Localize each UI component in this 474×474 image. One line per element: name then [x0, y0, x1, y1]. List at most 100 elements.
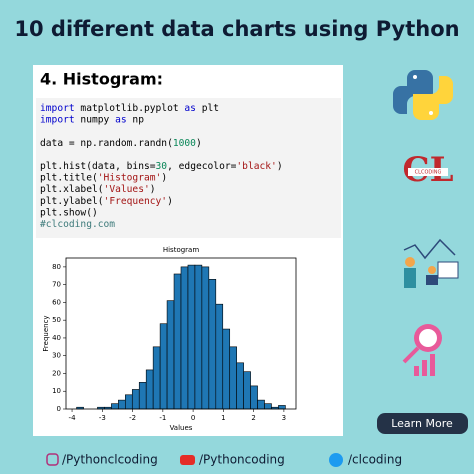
bar [264, 403, 272, 410]
y-axis-label: Frequency [42, 315, 50, 351]
bar [118, 399, 126, 410]
code-line: import matplotlib.pyplot as plt [40, 103, 219, 114]
bar [222, 328, 231, 410]
y-tick-label: 80 [52, 263, 61, 271]
code-token: plt.title( [40, 173, 98, 184]
code-token: 'black' [236, 161, 276, 172]
twitter-icon [329, 453, 343, 467]
code-token: plt.xlabel( [40, 184, 104, 195]
code-token: data = np.random.randn( [40, 138, 173, 149]
y-tick-label: 30 [52, 352, 61, 360]
instagram-icon [46, 453, 59, 466]
code-line: plt.show() [40, 207, 98, 218]
learn-more-button[interactable] [377, 413, 468, 434]
code-line: plt.ylabel('Frequency') [40, 196, 173, 207]
python-logo [393, 70, 453, 120]
bar [236, 362, 244, 410]
x-axis-label: Values [170, 424, 193, 432]
people-illustration [403, 238, 459, 288]
code-token: as [115, 115, 127, 126]
code-token: ) [277, 161, 283, 172]
x-tick-label: -3 [99, 414, 106, 422]
bar [250, 385, 258, 410]
twitter-handle: /clcoding [348, 453, 402, 467]
code-token: 'Histogram' [98, 173, 162, 184]
logo-band [408, 168, 448, 176]
cl-logo: CL CLCODING [403, 150, 454, 190]
code-token: plt.ylabel( [40, 196, 104, 207]
bar [215, 303, 224, 410]
plot-frame [65, 257, 297, 410]
y-tick-label: 0 [57, 405, 61, 413]
youtube-handle: /Pythoncoding [199, 453, 285, 467]
y-tick-label: 70 [52, 281, 61, 289]
bar [145, 369, 154, 410]
x-tick-label: 2 [251, 414, 255, 422]
code-token: 1000 [173, 138, 196, 149]
code-token: , edgecolor= [167, 161, 237, 172]
panel-title: 4. Histogram: [40, 70, 163, 89]
bar [201, 266, 210, 410]
code-line: data = np.random.randn(1000) [40, 138, 202, 149]
code-token: plt [196, 103, 219, 114]
code-token: np [127, 115, 145, 126]
code-token: 'Frequency' [104, 196, 168, 207]
code-token: ) [150, 184, 156, 195]
chart-title: Histogram [163, 246, 199, 254]
logo-sub: CLCODING [415, 170, 442, 176]
code-token: as [184, 103, 196, 114]
x-tick-label: 3 [282, 414, 286, 422]
button-label[interactable]: Learn More [391, 417, 453, 430]
code-line: import numpy as np [40, 115, 144, 126]
x-tick-label: 1 [221, 414, 225, 422]
code-line: plt.xlabel('Values') [40, 184, 156, 195]
y-tick-label: 60 [52, 298, 61, 306]
histogram: 0 10 20 30 40 50 60 70 80 -4 -3 -2 -1 0 1 2 3 Histogram Va… [42, 246, 297, 432]
code-token: import [40, 115, 75, 126]
x-tick-label: -1 [159, 414, 166, 422]
bar [152, 346, 161, 410]
y-tick-label: 20 [52, 369, 61, 377]
x-tick-label: -4 [69, 414, 77, 422]
y-tick-label: 50 [52, 316, 61, 324]
magnifier-illustration [402, 324, 442, 376]
code-token: ) [167, 196, 173, 207]
x-tick-label: 0 [191, 414, 195, 422]
code-token: matplotlib.pyplot [75, 103, 185, 114]
y-tick-label: 10 [52, 387, 61, 395]
instagram-handle: /Pythonclcoding [62, 453, 158, 467]
code-token: 'Values' [104, 184, 150, 195]
bar [138, 382, 147, 410]
bar [187, 264, 196, 410]
code-line: plt.hist(data, bins=30, edgecolor='black… [40, 161, 283, 172]
code-line: #clcoding.com [40, 219, 115, 230]
code-line: plt.title('Histogram') [40, 173, 167, 184]
bar [125, 394, 133, 410]
bar [278, 405, 286, 410]
bar [159, 323, 168, 410]
bar [166, 300, 175, 410]
code-token: plt.show() [40, 207, 98, 218]
code-token: #clcoding.com [40, 219, 115, 230]
code-block [36, 98, 341, 238]
youtube-icon [180, 455, 195, 465]
code-token: ) [196, 138, 202, 149]
y-tick-label: 40 [52, 334, 61, 342]
bar [180, 266, 189, 410]
header-title: 10 different data charts using Python [14, 17, 459, 41]
bar [131, 389, 140, 410]
bar [173, 273, 182, 410]
code-token: numpy [75, 115, 115, 126]
x-tick-label: -2 [129, 414, 136, 422]
code-token: import [40, 103, 75, 114]
bar [243, 371, 251, 410]
bar [111, 403, 119, 410]
code-token: ) [161, 173, 167, 184]
bar [208, 279, 217, 410]
bar [257, 399, 265, 410]
bar [194, 264, 203, 410]
code-token: 30 [156, 161, 168, 172]
bar [229, 346, 237, 410]
